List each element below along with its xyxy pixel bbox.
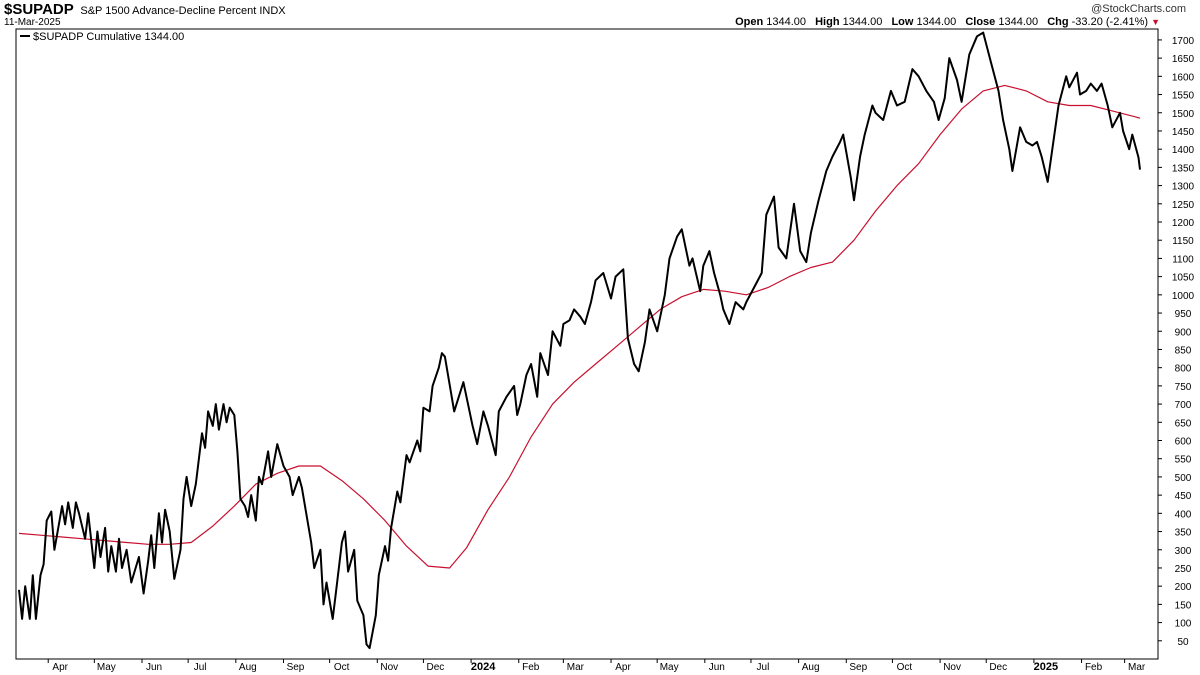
y-tick-label: 400 [1175, 509, 1192, 520]
y-tick-label: 1350 [1172, 163, 1195, 174]
y-axis: 50 100 150 200 250 300 350 400 450 500 550 600 650 70… [1158, 36, 1195, 648]
close-label: Close [965, 16, 996, 28]
ohlc-readout: Open 1344.00 High 1344.00 Low 1344.00 Cl… [729, 16, 1160, 28]
x-tick-label: Sep [287, 662, 305, 673]
x-tick-label: May [97, 662, 116, 673]
x-tick-label: Feb [1085, 662, 1103, 673]
y-tick-label: 1100 [1172, 254, 1194, 265]
x-tick-label: Dec [427, 662, 445, 673]
legend-label: $SUPADP Cumulative 1344.00 [33, 31, 184, 43]
y-tick-label: 1000 [1172, 291, 1195, 302]
x-tick-label: Oct [897, 662, 913, 673]
y-tick-label: 50 [1177, 637, 1189, 648]
y-tick-label: 1400 [1172, 145, 1195, 156]
y-tick-label: 650 [1175, 418, 1192, 429]
down-triangle-icon: ▼ [1151, 17, 1160, 27]
price-line [18, 31, 1141, 650]
chart-symbol: $SUPADP [4, 1, 74, 18]
x-tick-label: Aug [802, 662, 820, 673]
x-tick-label: Feb [522, 662, 540, 673]
high-value: 1344.00 [842, 16, 883, 28]
y-tick-label: 1250 [1172, 200, 1195, 211]
close-value: 1344.00 [998, 16, 1039, 28]
x-tick-label: Jul [194, 662, 207, 673]
x-tick-label: 2024 [471, 661, 496, 673]
y-tick-label: 300 [1175, 546, 1192, 557]
y-tick-label: 1450 [1172, 127, 1195, 138]
y-tick-label: 250 [1175, 564, 1192, 575]
y-tick-label: 700 [1175, 400, 1192, 411]
high-label: High [815, 16, 840, 28]
y-tick-label: 950 [1175, 309, 1192, 320]
y-tick-label: 1150 [1172, 236, 1194, 247]
brand-label[interactable]: @StockCharts.com [1091, 3, 1186, 15]
x-axis: Apr May Jun Jul Aug Sep Oct Nov Dec 2024 Feb Mar Apr… [47, 659, 1146, 673]
chg-value: -33.20 (-2.41%) [1071, 16, 1149, 28]
y-tick-label: 900 [1175, 327, 1192, 338]
y-tick-label: 1500 [1172, 109, 1195, 120]
low-value: 1344.00 [916, 16, 957, 28]
x-tick-label: Sep [849, 662, 867, 673]
moving-average-line [18, 84, 1141, 569]
y-tick-label: 1600 [1172, 72, 1195, 83]
series-lines [18, 31, 1141, 650]
y-tick-label: 600 [1175, 437, 1192, 448]
open-label: Open [735, 16, 764, 28]
y-tick-label: 1650 [1172, 54, 1195, 65]
y-tick-label: 1700 [1172, 36, 1195, 47]
y-tick-label: 1050 [1172, 273, 1195, 284]
chart-title: $SUPADP S&P 1500 Advance-Decline Percent… [4, 1, 286, 18]
y-tick-label: 350 [1175, 528, 1192, 539]
y-tick-label: 500 [1175, 473, 1192, 484]
x-tick-label: Dec [989, 662, 1007, 673]
y-tick-label: 550 [1175, 455, 1192, 466]
chg-label: Chg [1047, 16, 1069, 28]
x-tick-label: Mar [1128, 662, 1146, 673]
x-tick-label: Jul [757, 662, 770, 673]
y-tick-label: 200 [1175, 582, 1192, 593]
chart-description: S&P 1500 Advance-Decline Percent INDX [80, 5, 286, 17]
x-tick-label: Nov [380, 662, 398, 673]
x-tick-label: May [660, 662, 679, 673]
y-tick-label: 150 [1175, 600, 1192, 611]
x-tick-label: Jun [709, 662, 725, 673]
x-tick-label: Oct [334, 662, 350, 673]
x-tick-label: Jun [146, 662, 162, 673]
y-tick-label: 800 [1175, 364, 1192, 375]
x-tick-label: Apr [52, 662, 68, 673]
open-value: 1344.00 [766, 16, 807, 28]
x-tick-label: Mar [567, 662, 585, 673]
y-tick-label: 750 [1175, 382, 1192, 393]
x-tick-label: 2025 [1034, 661, 1058, 673]
y-tick-label: 100 [1175, 619, 1192, 630]
x-tick-label: Nov [943, 662, 961, 673]
y-tick-label: 850 [1175, 345, 1192, 356]
y-tick-label: 450 [1175, 491, 1192, 502]
y-tick-label: 1200 [1172, 218, 1195, 229]
plot-frame [15, 28, 1159, 660]
chart-date: 11-Mar-2025 [4, 17, 61, 28]
y-tick-label: 1300 [1172, 182, 1195, 193]
x-tick-label: Apr [615, 662, 631, 673]
low-label: Low [891, 16, 914, 28]
y-tick-label: 1550 [1172, 91, 1195, 102]
x-tick-label: Aug [239, 662, 257, 673]
